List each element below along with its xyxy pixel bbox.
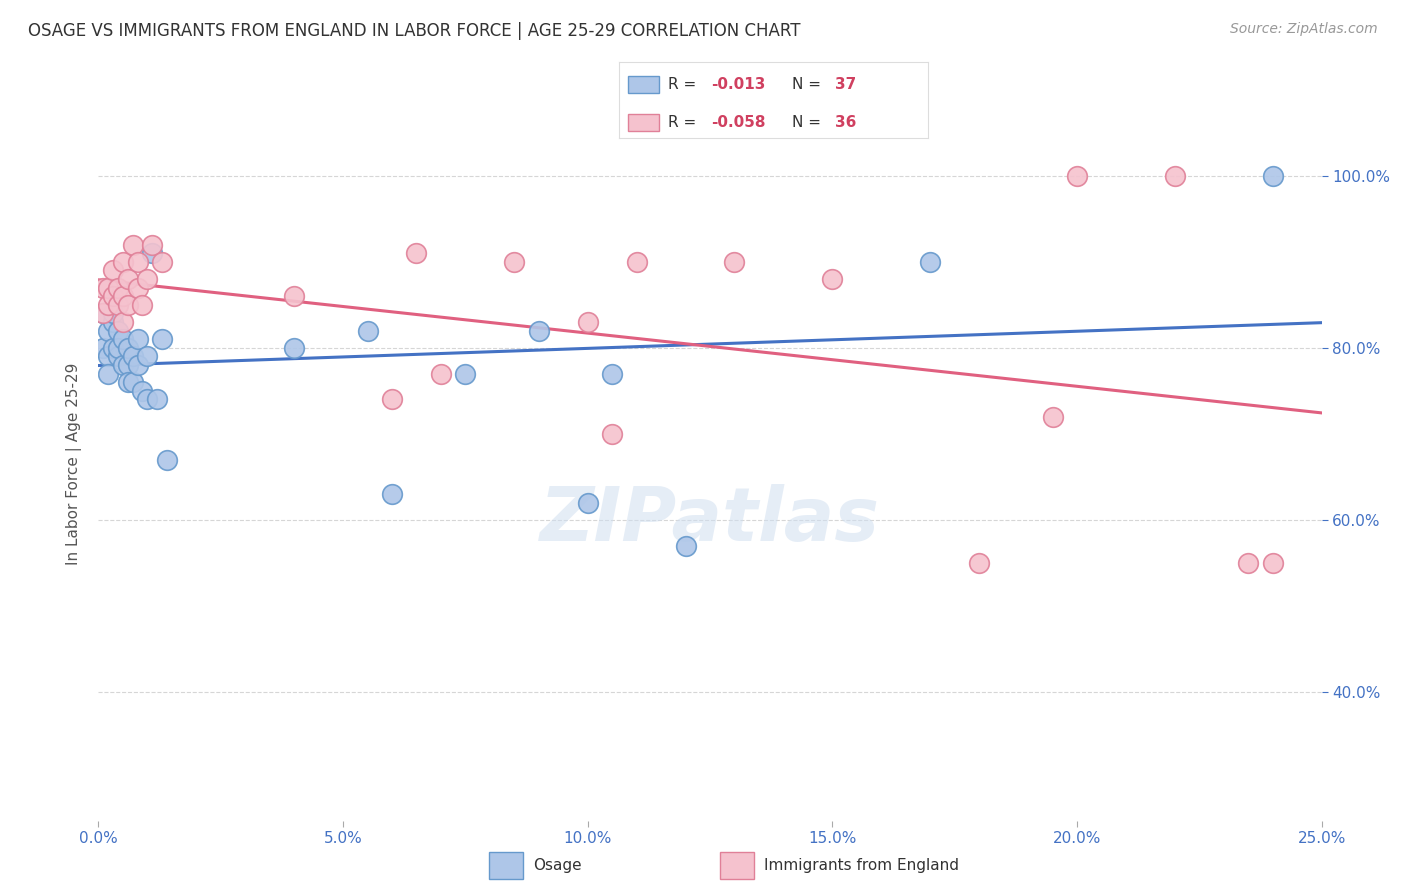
Text: -0.058: -0.058 bbox=[711, 115, 766, 130]
Text: OSAGE VS IMMIGRANTS FROM ENGLAND IN LABOR FORCE | AGE 25-29 CORRELATION CHART: OSAGE VS IMMIGRANTS FROM ENGLAND IN LABO… bbox=[28, 22, 800, 40]
Point bbox=[356, 324, 378, 338]
Text: -0.013: -0.013 bbox=[711, 77, 766, 92]
Point bbox=[97, 324, 120, 338]
Point bbox=[156, 452, 179, 467]
Point bbox=[127, 254, 149, 268]
Point bbox=[97, 298, 120, 312]
Point bbox=[91, 306, 114, 320]
Text: 36: 36 bbox=[835, 115, 856, 130]
Text: Source: ZipAtlas.com: Source: ZipAtlas.com bbox=[1230, 22, 1378, 37]
Point bbox=[107, 280, 129, 294]
Point bbox=[111, 254, 134, 268]
Y-axis label: In Labor Force | Age 25-29: In Labor Force | Age 25-29 bbox=[66, 363, 83, 565]
Point bbox=[150, 332, 173, 346]
Point bbox=[91, 306, 114, 320]
Point bbox=[101, 315, 124, 329]
Point bbox=[146, 392, 169, 407]
Point bbox=[150, 254, 173, 268]
Point bbox=[107, 341, 129, 355]
Text: ZIPatlas: ZIPatlas bbox=[540, 484, 880, 558]
Point bbox=[111, 332, 134, 346]
Point bbox=[430, 367, 453, 381]
Point bbox=[131, 298, 153, 312]
Point bbox=[121, 375, 143, 389]
Point bbox=[107, 350, 129, 364]
Point bbox=[121, 350, 143, 364]
Point bbox=[576, 495, 599, 509]
Point bbox=[600, 426, 623, 441]
Point bbox=[141, 237, 163, 252]
Point bbox=[1066, 169, 1088, 183]
Point bbox=[101, 341, 124, 355]
Point bbox=[107, 298, 129, 312]
Point bbox=[405, 246, 427, 260]
Point bbox=[127, 332, 149, 346]
Point bbox=[136, 272, 159, 286]
Point bbox=[101, 263, 124, 277]
Point bbox=[111, 358, 134, 372]
Point bbox=[576, 315, 599, 329]
Point bbox=[454, 367, 477, 381]
Point bbox=[127, 280, 149, 294]
Point bbox=[967, 556, 990, 570]
Point bbox=[283, 341, 305, 355]
Point bbox=[1164, 169, 1187, 183]
Point bbox=[527, 324, 550, 338]
Point bbox=[97, 350, 120, 364]
Text: N =: N = bbox=[792, 77, 825, 92]
Point bbox=[381, 487, 404, 501]
Point bbox=[117, 375, 139, 389]
Bar bbox=[628, 114, 659, 130]
Point bbox=[136, 392, 159, 407]
Point bbox=[283, 289, 305, 303]
Text: N =: N = bbox=[792, 115, 825, 130]
Text: 37: 37 bbox=[835, 77, 856, 92]
Bar bbox=[720, 852, 754, 879]
Point bbox=[675, 539, 697, 553]
Point bbox=[626, 254, 648, 268]
Text: Osage: Osage bbox=[533, 858, 582, 872]
Point bbox=[141, 246, 163, 260]
Point bbox=[1261, 169, 1284, 183]
Point bbox=[723, 254, 745, 268]
Point bbox=[1042, 409, 1064, 424]
Point bbox=[136, 350, 159, 364]
Point bbox=[117, 358, 139, 372]
Point bbox=[91, 280, 114, 294]
Point bbox=[111, 315, 134, 329]
Point bbox=[91, 341, 114, 355]
Text: R =: R = bbox=[668, 77, 702, 92]
Point bbox=[97, 367, 120, 381]
Text: R =: R = bbox=[668, 115, 702, 130]
Point bbox=[920, 254, 942, 268]
Point bbox=[381, 392, 404, 407]
Point bbox=[117, 298, 139, 312]
Point bbox=[107, 324, 129, 338]
Point bbox=[97, 280, 120, 294]
Point bbox=[600, 367, 623, 381]
Point bbox=[117, 341, 139, 355]
Point bbox=[111, 289, 134, 303]
Point bbox=[117, 272, 139, 286]
Bar bbox=[489, 852, 523, 879]
Point bbox=[101, 306, 124, 320]
Point bbox=[821, 272, 844, 286]
Point bbox=[1237, 556, 1260, 570]
Point bbox=[127, 358, 149, 372]
Bar bbox=[628, 76, 659, 93]
Point bbox=[503, 254, 526, 268]
Point bbox=[1261, 556, 1284, 570]
Text: Immigrants from England: Immigrants from England bbox=[765, 858, 959, 872]
Point bbox=[121, 237, 143, 252]
Point bbox=[131, 384, 153, 398]
Point bbox=[101, 289, 124, 303]
